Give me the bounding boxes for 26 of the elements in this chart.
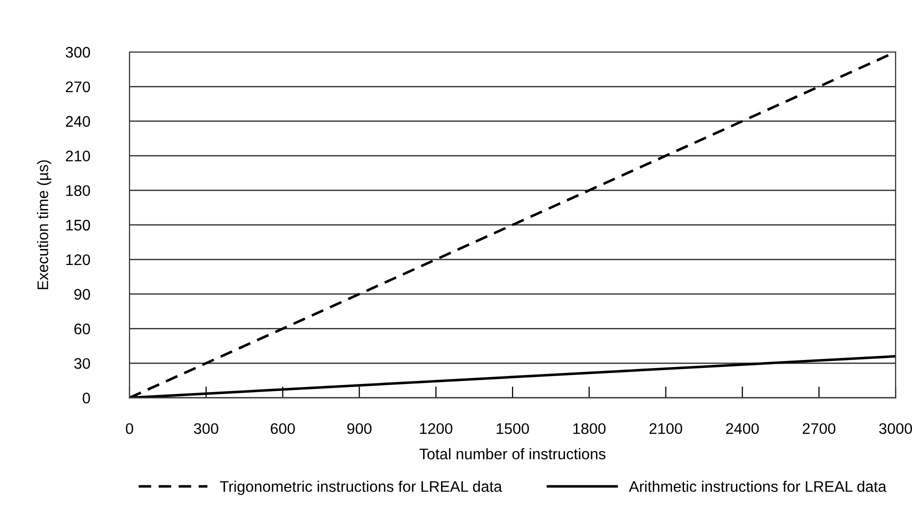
x-tick-label: 2400 <box>726 423 759 434</box>
x-tick-label: 1200 <box>420 423 452 434</box>
y-tick-label: 180 <box>66 185 90 196</box>
x-tick-label: 2700 <box>802 423 836 434</box>
y-axis-title: Execution time (µs) <box>36 160 52 290</box>
legend-label: Trigonometric instructions for LREAL data <box>220 480 502 495</box>
y-tick-label: 240 <box>66 116 90 127</box>
x-tick-label: 2100 <box>650 423 682 434</box>
x-tick-label: 900 <box>347 423 372 434</box>
x-tick-label: 300 <box>194 423 218 434</box>
y-tick-label: 90 <box>74 288 90 300</box>
y-tick-label: 150 <box>66 220 90 231</box>
y-tick-label: 0 <box>82 392 90 404</box>
legend-label: Arithmetic instructions for LREAL data <box>628 480 886 492</box>
x-axis-title: Total number of instructions <box>419 448 606 460</box>
x-tick-label: 3000 <box>879 423 912 434</box>
x-tick-label: 1500 <box>496 423 529 434</box>
y-tick-label: 30 <box>74 358 90 369</box>
y-tick-label: 210 <box>66 150 90 162</box>
x-tick-label: 0 <box>126 423 134 434</box>
y-tick-label: 60 <box>74 324 90 334</box>
x-tick-label: 600 <box>270 423 295 434</box>
y-tick-label: 270 <box>66 81 90 92</box>
y-tick-label: 120 <box>66 254 90 266</box>
x-tick-label: 1800 <box>573 423 606 434</box>
y-tick-label: 300 <box>66 46 90 58</box>
